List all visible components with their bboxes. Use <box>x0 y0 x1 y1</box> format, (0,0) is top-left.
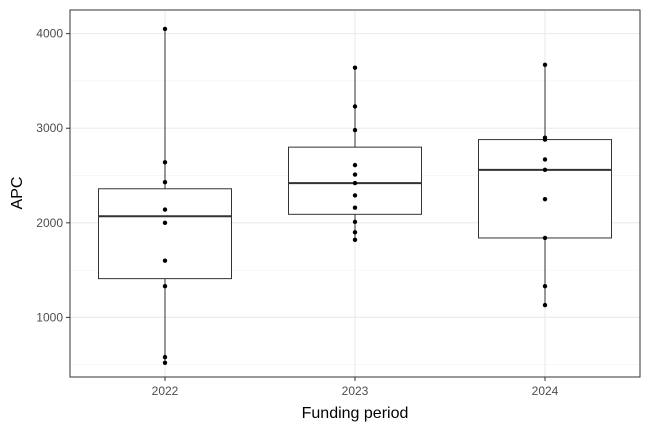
y-tick-label: 4000 <box>36 27 63 41</box>
data-point <box>352 219 358 225</box>
y-tick-label: 2000 <box>36 216 63 230</box>
data-point <box>352 127 358 133</box>
data-point <box>162 283 168 289</box>
data-point <box>542 196 548 202</box>
point-layer <box>162 26 548 366</box>
axis-layer: 1000 2000 3000 4000 2022 2023 2024 <box>36 27 558 398</box>
data-point <box>162 360 168 366</box>
data-point <box>542 235 548 241</box>
data-point <box>162 160 168 165</box>
x-tick-label: 2023 <box>342 384 369 398</box>
data-point <box>542 157 548 162</box>
data-point <box>352 65 358 70</box>
data-point <box>352 104 358 109</box>
x-axis-title: Funding period <box>302 405 409 422</box>
data-point <box>162 179 168 185</box>
data-point <box>352 180 358 186</box>
box-iqr <box>478 139 612 239</box>
box-layer <box>98 28 612 363</box>
data-point <box>542 167 548 173</box>
data-point <box>542 283 548 289</box>
data-point <box>352 237 358 243</box>
data-point <box>542 62 548 68</box>
x-tick-label: 2024 <box>532 384 559 398</box>
data-point <box>162 26 168 32</box>
data-point <box>352 193 358 198</box>
data-point <box>352 230 358 235</box>
data-point <box>162 220 168 226</box>
data-point <box>542 137 548 142</box>
data-point <box>352 205 358 210</box>
data-point <box>542 302 548 308</box>
x-tick-label: 2022 <box>152 384 179 398</box>
y-axis-title: APC <box>9 177 26 210</box>
data-point <box>352 172 358 177</box>
data-point <box>162 354 168 360</box>
data-point <box>162 207 168 212</box>
data-point <box>162 258 168 263</box>
data-point <box>352 162 358 168</box>
box-iqr <box>98 188 232 280</box>
y-tick-label: 3000 <box>36 121 63 135</box>
box-iqr <box>288 146 422 215</box>
y-tick-label: 1000 <box>36 310 63 324</box>
